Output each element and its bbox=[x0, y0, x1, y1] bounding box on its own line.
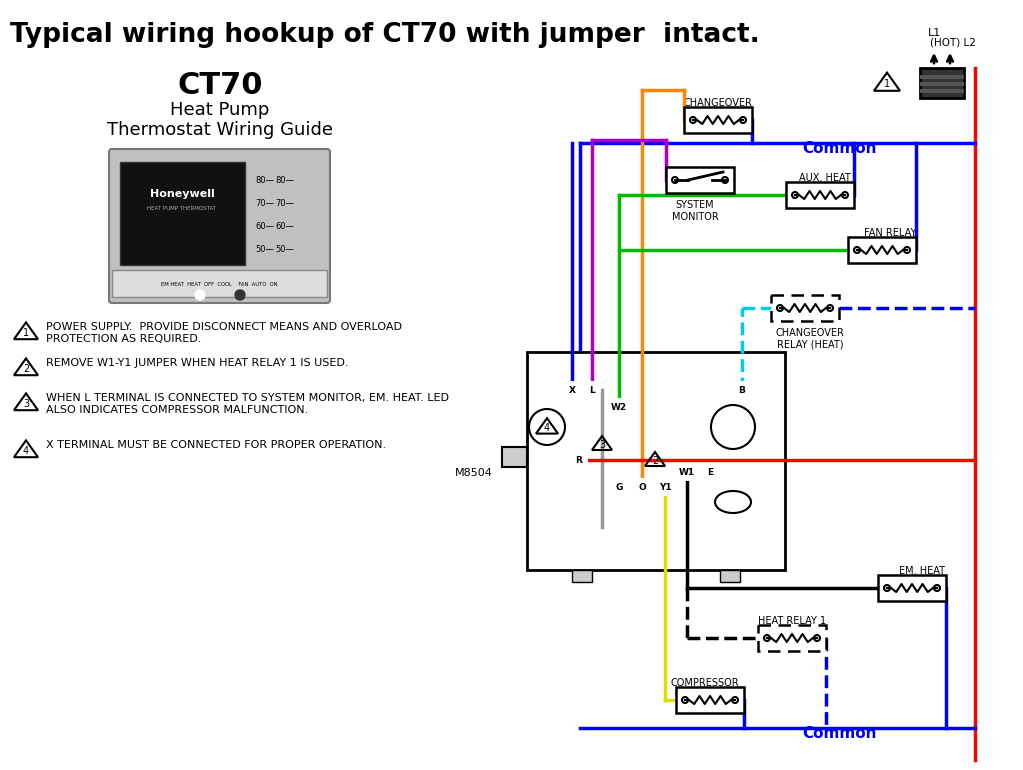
Bar bbox=[684, 107, 752, 133]
Circle shape bbox=[195, 290, 205, 300]
Text: POWER SUPPLY.  PROVIDE DISCONNECT MEANS AND OVERLOAD
PROTECTION AS REQUIRED.: POWER SUPPLY. PROVIDE DISCONNECT MEANS A… bbox=[46, 322, 402, 343]
Circle shape bbox=[584, 382, 601, 398]
Text: W1: W1 bbox=[679, 467, 695, 477]
Bar bbox=[848, 237, 916, 263]
Text: EM. HEAT
RELAY: EM. HEAT RELAY bbox=[899, 566, 945, 588]
Bar bbox=[720, 570, 740, 582]
FancyBboxPatch shape bbox=[109, 149, 330, 303]
Text: 80—: 80— bbox=[255, 176, 274, 185]
Text: FAN RELAY: FAN RELAY bbox=[863, 228, 917, 238]
Text: HEAT PUMP THERMOSTAT: HEAT PUMP THERMOSTAT bbox=[147, 206, 217, 210]
Text: Common: Common bbox=[803, 725, 878, 741]
Text: W2: W2 bbox=[611, 403, 627, 411]
Text: Thermostat Wiring Guide: Thermostat Wiring Guide bbox=[107, 121, 333, 139]
Bar bbox=[920, 89, 964, 93]
Text: 50—: 50— bbox=[255, 245, 274, 253]
Text: 1: 1 bbox=[884, 79, 890, 89]
Text: CHANGEOVER
RELAY (HEAT): CHANGEOVER RELAY (HEAT) bbox=[775, 328, 844, 350]
Text: WHEN L TERMINAL IS CONNECTED TO SYSTEM MONITOR, EM. HEAT. LED
ALSO INDICATES COM: WHEN L TERMINAL IS CONNECTED TO SYSTEM M… bbox=[46, 393, 449, 414]
Text: HEAT RELAY 1: HEAT RELAY 1 bbox=[758, 616, 826, 626]
Text: CT70: CT70 bbox=[177, 71, 263, 99]
Circle shape bbox=[611, 479, 627, 495]
Text: 80—: 80— bbox=[275, 176, 294, 185]
Bar bbox=[666, 167, 733, 193]
Text: 60—: 60— bbox=[255, 222, 274, 230]
Bar bbox=[920, 75, 964, 79]
Text: Y1: Y1 bbox=[659, 483, 671, 491]
Bar bbox=[920, 82, 964, 86]
Text: B: B bbox=[739, 386, 746, 394]
Text: (HOT) L2: (HOT) L2 bbox=[930, 37, 976, 47]
Text: Honeywell: Honeywell bbox=[149, 189, 215, 199]
Text: 70—: 70— bbox=[255, 199, 274, 207]
Text: Heat Pump: Heat Pump bbox=[170, 101, 270, 119]
Circle shape bbox=[634, 479, 650, 495]
Circle shape bbox=[679, 464, 695, 480]
Bar bbox=[920, 68, 964, 98]
Text: L1: L1 bbox=[928, 28, 941, 38]
Text: AUX. HEAT
RELAY: AUX. HEAT RELAY bbox=[799, 173, 851, 195]
Text: 2: 2 bbox=[23, 364, 29, 374]
Text: 3: 3 bbox=[598, 440, 605, 450]
Bar bbox=[878, 575, 946, 601]
Circle shape bbox=[611, 399, 627, 415]
Bar bbox=[527, 352, 785, 570]
Circle shape bbox=[235, 290, 244, 300]
Text: X TERMINAL MUST BE CONNECTED FOR PROPER OPERATION.: X TERMINAL MUST BE CONNECTED FOR PROPER … bbox=[46, 440, 386, 450]
Text: 4: 4 bbox=[23, 446, 29, 456]
Circle shape bbox=[657, 479, 673, 495]
Text: SYSTEM
MONITOR: SYSTEM MONITOR bbox=[672, 200, 718, 222]
Circle shape bbox=[733, 382, 750, 398]
Text: 60—: 60— bbox=[275, 222, 294, 230]
Text: G: G bbox=[615, 483, 623, 491]
Bar bbox=[758, 625, 826, 651]
Text: Typical wiring hookup of CT70 with jumper  intact.: Typical wiring hookup of CT70 with jumpe… bbox=[10, 22, 760, 48]
Bar bbox=[120, 162, 244, 265]
Circle shape bbox=[571, 452, 587, 468]
Text: 1: 1 bbox=[23, 328, 29, 338]
Text: E: E bbox=[707, 467, 713, 477]
Text: 3: 3 bbox=[23, 399, 29, 409]
Bar bbox=[572, 570, 592, 582]
Text: Common: Common bbox=[803, 140, 878, 156]
Text: O: O bbox=[638, 483, 646, 491]
Text: REMOVE W1-Y1 JUMPER WHEN HEAT RELAY 1 IS USED.: REMOVE W1-Y1 JUMPER WHEN HEAT RELAY 1 IS… bbox=[46, 358, 349, 368]
Bar bbox=[676, 687, 744, 713]
Text: 70—: 70— bbox=[275, 199, 294, 207]
Text: M8504: M8504 bbox=[455, 468, 493, 478]
Text: CHANGEOVER
RELAY (COOL): CHANGEOVER RELAY (COOL) bbox=[683, 98, 753, 119]
Text: L: L bbox=[589, 386, 595, 394]
Text: R: R bbox=[576, 456, 582, 464]
Text: 4: 4 bbox=[544, 423, 550, 433]
Text: COMPRESSOR
CONTACTOR: COMPRESSOR CONTACTOR bbox=[671, 678, 740, 700]
Bar bbox=[112, 270, 327, 297]
Bar bbox=[502, 447, 527, 467]
Circle shape bbox=[702, 464, 718, 480]
Circle shape bbox=[564, 382, 580, 398]
Text: 50—: 50— bbox=[275, 245, 294, 253]
Text: X: X bbox=[569, 386, 576, 394]
Bar bbox=[786, 182, 854, 208]
Bar bbox=[771, 295, 839, 321]
Text: 2: 2 bbox=[652, 456, 658, 466]
Text: EM HEAT  HEAT  OFF  COOL    FAN  AUTO  ON: EM HEAT HEAT OFF COOL FAN AUTO ON bbox=[161, 282, 277, 286]
